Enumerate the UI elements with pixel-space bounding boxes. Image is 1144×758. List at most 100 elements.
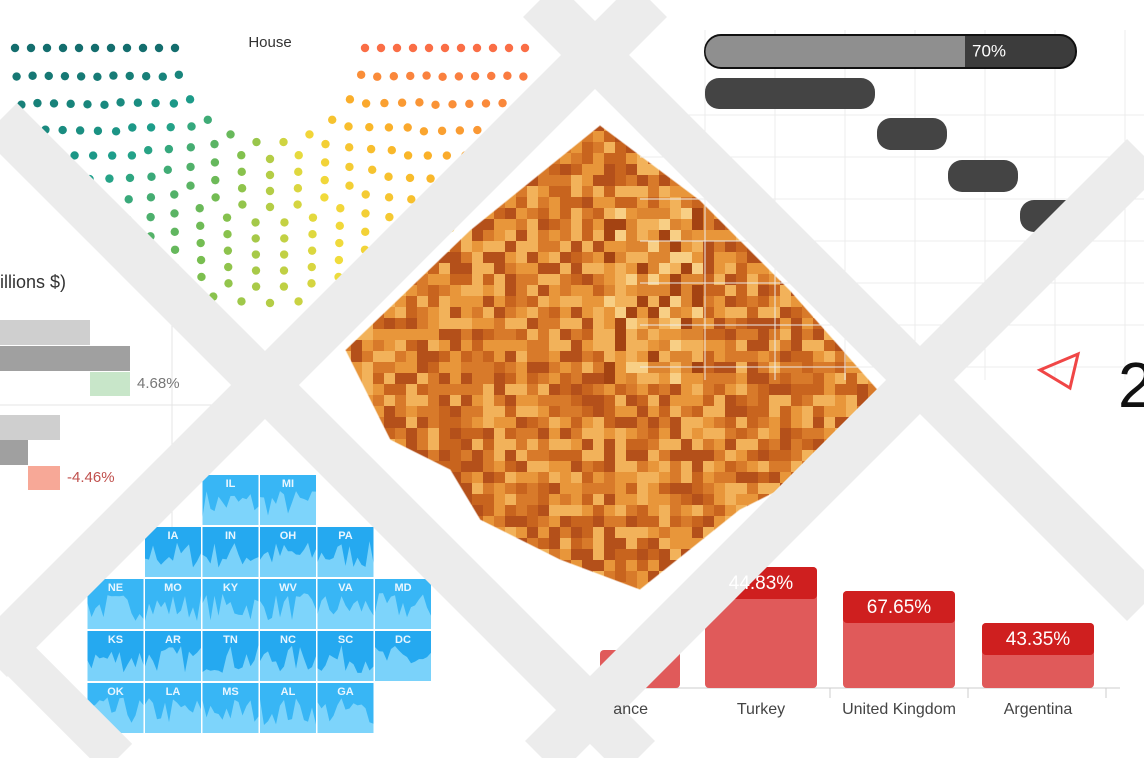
county-cell: [648, 307, 659, 318]
county-cell: [461, 318, 472, 329]
county-cell: [813, 406, 824, 417]
county-cell: [593, 285, 604, 296]
county-cell: [362, 406, 373, 417]
county-cell: [824, 241, 835, 252]
seat-dot: [223, 246, 233, 255]
seat-dot: [406, 71, 415, 81]
county-cell: [571, 164, 582, 175]
county-cell: [538, 582, 549, 590]
county-cell: [648, 593, 659, 604]
county-cell: [461, 483, 472, 494]
county-cell: [549, 307, 560, 318]
county-cell: [483, 439, 494, 450]
county-cell: [560, 494, 571, 505]
county-cell: [538, 351, 549, 362]
county-cell: [483, 252, 494, 263]
county-cell: [714, 131, 725, 142]
seat-dot: [223, 230, 232, 239]
county-cell: [516, 571, 527, 582]
county-cell: [549, 296, 560, 307]
county-cell: [527, 461, 538, 472]
county-cell: [670, 252, 681, 263]
county-cell: [714, 263, 725, 274]
county-cell: [714, 428, 725, 439]
county-cell: [362, 384, 373, 395]
county-cell: [802, 153, 813, 164]
county-cell: [538, 296, 549, 307]
county-cell: [824, 428, 835, 439]
county-cell: [747, 252, 758, 263]
county-cell: [813, 125, 824, 131]
county-cell: [879, 186, 880, 197]
county-cell: [549, 208, 560, 219]
county-cell: [538, 593, 549, 604]
county-cell: [593, 175, 604, 186]
county-cell: [373, 373, 384, 384]
county-cell: [373, 428, 384, 439]
county-cell: [450, 263, 461, 274]
seat-dot: [384, 193, 394, 202]
county-cell: [637, 593, 648, 604]
county-cell: [527, 494, 538, 505]
county-cell: [362, 428, 373, 439]
county-cell: [538, 472, 549, 483]
county-cell: [593, 241, 604, 252]
county-cell: [483, 417, 494, 428]
county-cell: [505, 384, 516, 395]
county-cell: [345, 417, 351, 428]
seat-dot: [368, 165, 377, 175]
county-cell: [637, 263, 648, 274]
county-cell: [780, 329, 791, 340]
county-cell: [659, 241, 670, 252]
county-cell: [747, 296, 758, 307]
county-cell: [802, 384, 813, 395]
county-cell: [450, 494, 461, 505]
county-cell: [780, 125, 791, 131]
county-cell: [835, 384, 846, 395]
county-cell: [637, 373, 648, 384]
county-cell: [571, 142, 582, 153]
state-label: IA: [168, 530, 179, 542]
seat-dot: [210, 158, 220, 167]
county-cell: [516, 395, 527, 406]
county-cell: [527, 263, 538, 274]
county-cell: [692, 505, 703, 516]
seat-dot: [33, 98, 42, 108]
county-cell: [637, 351, 648, 362]
county-cell: [802, 340, 813, 351]
county-cell: [494, 285, 505, 296]
county-cell: [472, 263, 483, 274]
county-cell: [670, 439, 681, 450]
county-cell: [527, 483, 538, 494]
county-cell: [824, 549, 835, 560]
county-cell: [758, 125, 769, 131]
seat-dot: [366, 144, 376, 154]
county-cell: [769, 483, 780, 494]
seat-dot: [335, 221, 344, 230]
county-cell: [714, 307, 725, 318]
county-cell: [428, 318, 439, 329]
county-cell: [615, 340, 626, 351]
county-cell: [758, 439, 769, 450]
county-cell: [725, 340, 736, 351]
county-cell: [714, 241, 725, 252]
county-cell: [351, 395, 362, 406]
state-tile-map: [87, 475, 431, 733]
county-cell: [780, 340, 791, 351]
county-cell: [736, 125, 747, 131]
county-cell: [725, 406, 736, 417]
county-cell: [494, 219, 505, 230]
county-cell: [615, 538, 626, 549]
county-cell: [560, 505, 571, 516]
county-cell: [659, 384, 670, 395]
county-cell: [670, 450, 681, 461]
county-cell: [494, 560, 505, 571]
county-cell: [758, 450, 769, 461]
county-cell: [362, 197, 373, 208]
county-cell: [615, 164, 626, 175]
county-cell: [868, 263, 879, 274]
county-cell: [604, 142, 615, 153]
county-cell: [703, 241, 714, 252]
county-cell: [450, 395, 461, 406]
county-cell: [692, 417, 703, 428]
